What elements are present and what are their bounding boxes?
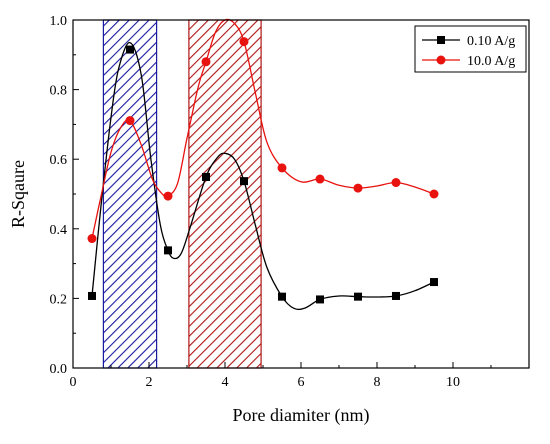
data-point bbox=[277, 163, 287, 173]
y-tick-label: 1.0 bbox=[50, 14, 68, 29]
axes: 0 2 4 6 8 10 0.0 0.2 0.4 0.6 0.8 1.0 bbox=[50, 14, 492, 390]
legend-label: 10.0 A/g bbox=[467, 54, 515, 69]
y-tick-label: 0.8 bbox=[50, 84, 68, 99]
series-curves bbox=[91, 18, 435, 311]
data-point bbox=[163, 191, 173, 201]
data-point bbox=[354, 292, 362, 301]
x-tick-label: 4 bbox=[222, 375, 229, 390]
x-tick-label: 6 bbox=[298, 375, 305, 390]
y-axis-title: R-Sqaure bbox=[8, 160, 28, 228]
data-point bbox=[391, 178, 401, 188]
data-point bbox=[316, 295, 324, 304]
data-point bbox=[88, 291, 96, 300]
data-point bbox=[392, 291, 400, 300]
data-point bbox=[429, 189, 439, 199]
series-line-1 bbox=[91, 41, 435, 311]
shaded-regions bbox=[102, 19, 262, 369]
legend-marker bbox=[436, 55, 446, 65]
legend-label: 0.10 A/g bbox=[467, 34, 515, 49]
data-point bbox=[278, 292, 286, 301]
x-tick-label: 0 bbox=[70, 375, 77, 390]
data-point bbox=[126, 45, 134, 54]
y-tick-label: 0.2 bbox=[50, 292, 68, 307]
legend-marker bbox=[437, 36, 445, 44]
data-point bbox=[164, 246, 172, 255]
legend-box bbox=[414, 25, 527, 73]
data-point bbox=[87, 234, 97, 244]
data-point bbox=[125, 116, 135, 126]
data-point bbox=[239, 37, 249, 47]
series-markers bbox=[87, 37, 439, 304]
x-tick-label: 8 bbox=[374, 375, 381, 390]
data-point bbox=[240, 177, 248, 186]
data-point bbox=[201, 57, 211, 67]
y-tick-label: 0.6 bbox=[50, 153, 68, 168]
x-axis-title: Pore diamiter (nm) bbox=[233, 405, 370, 426]
x-tick-label: 10 bbox=[446, 375, 460, 390]
y-tick-label: 0.4 bbox=[50, 223, 68, 238]
data-point bbox=[430, 278, 438, 287]
data-point bbox=[315, 174, 325, 184]
data-point bbox=[202, 172, 210, 181]
y-tick-label: 0.0 bbox=[50, 362, 68, 377]
series-line-2 bbox=[91, 18, 435, 239]
x-tick-label: 2 bbox=[146, 375, 153, 390]
legend: 0.10 A/g 10.0 A/g bbox=[414, 25, 527, 73]
data-point bbox=[353, 183, 363, 193]
shaded-region-1 bbox=[102, 19, 158, 369]
